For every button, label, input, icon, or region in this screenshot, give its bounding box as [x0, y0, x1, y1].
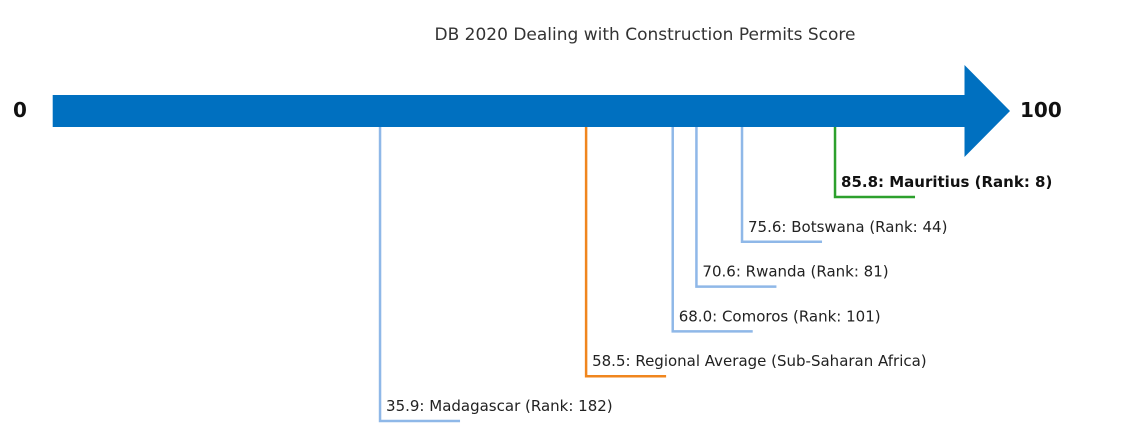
data-label: 35.9: Madagascar (Rank: 182) [386, 397, 613, 415]
leader-line [671, 127, 753, 333]
data-label: 68.0: Comoros (Rank: 101) [679, 307, 881, 325]
leader-line [740, 127, 823, 244]
leader-line [833, 127, 916, 199]
chart-title: DB 2020 Dealing with Construction Permit… [435, 25, 856, 45]
x-tick-label: 100 [1020, 98, 1062, 122]
axis-arrow [52, 65, 1010, 157]
leader-line [695, 127, 777, 288]
x-tick-label: 0 [13, 98, 27, 122]
leader-line [584, 127, 667, 378]
data-label: 70.6: Rwanda (Rank: 81) [702, 263, 888, 281]
data-label: 85.8: Mauritius (Rank: 8) [841, 173, 1052, 191]
data-label: 75.6: Botswana (Rank: 44) [748, 218, 947, 236]
data-label: 58.5: Regional Average (Sub-Saharan Afri… [592, 352, 927, 370]
leader-line [378, 127, 461, 423]
